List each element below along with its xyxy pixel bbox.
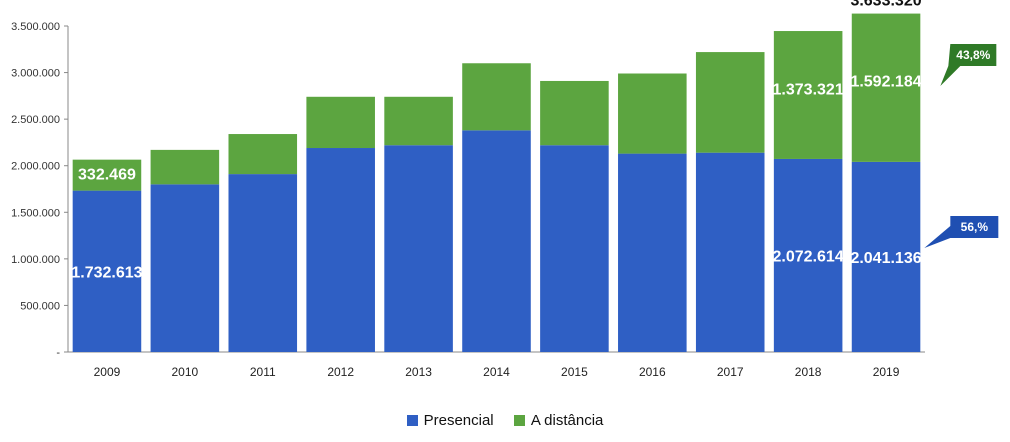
x-tick-label: 2009 xyxy=(94,365,121,379)
bar-a-distancia xyxy=(72,159,142,191)
data-label: 1.592.184 xyxy=(850,73,921,90)
y-tick-label: 1.500.000 xyxy=(11,207,60,219)
data-label: 1.732.613 xyxy=(71,264,142,281)
y-tick-label: 500.000 xyxy=(20,300,60,312)
bar-presencial xyxy=(462,130,531,352)
x-tick-label: 2017 xyxy=(717,365,744,379)
legend-swatch-a-distancia xyxy=(513,415,525,426)
x-tick-label: 2016 xyxy=(639,365,666,379)
legend: Presencial A distância xyxy=(0,412,1010,430)
x-tick-label: 2018 xyxy=(795,365,822,379)
bar-presencial xyxy=(72,190,142,352)
bar-a-distancia xyxy=(773,31,843,159)
bar-presencial xyxy=(228,174,298,352)
data-label: 332.469 xyxy=(78,167,136,184)
total-label: 3.633.320 xyxy=(850,0,921,10)
x-tick-label: 2014 xyxy=(483,365,510,379)
bar-a-distancia xyxy=(618,73,687,154)
bar-a-distancia xyxy=(695,52,765,153)
callout-presencial-bubble xyxy=(924,216,999,248)
bar-presencial xyxy=(384,145,453,352)
bar-a-distancia xyxy=(462,63,531,131)
x-tick-label: 2013 xyxy=(405,365,432,379)
bar-a-distancia xyxy=(384,96,453,146)
bar-a-distancia xyxy=(540,80,609,146)
bar-a-distancia xyxy=(150,149,220,185)
x-tick-label: 2012 xyxy=(327,365,354,379)
callout-a-distancia-bubble xyxy=(940,44,997,86)
data-label: 1.373.321 xyxy=(773,82,844,99)
bar-presencial xyxy=(851,161,921,352)
bar-a-distancia xyxy=(228,134,298,175)
y-tick-label: 3.500.000 xyxy=(11,21,60,33)
y-tick-label: 2.000.000 xyxy=(11,161,60,173)
stacked-bar-chart: - 500.000 1.000.000 1.500.000 2.000.000 2.500… xyxy=(11,0,999,379)
y-tick-label: 1.000.000 xyxy=(11,254,60,266)
x-tick-label: 2011 xyxy=(250,365,276,379)
data-label: 2.072.614 xyxy=(773,248,844,265)
bar-presencial xyxy=(773,158,843,352)
bar-a-distancia xyxy=(306,96,375,149)
legend-item-presencial: Presencial xyxy=(406,412,494,429)
bar-presencial xyxy=(150,184,220,352)
bar-presencial xyxy=(695,152,765,352)
bar-presencial xyxy=(540,145,609,352)
x-tick-label: 2019 xyxy=(873,365,900,379)
legend-item-a-distancia: A distância xyxy=(513,412,604,429)
callout-presencial-label: 56,% xyxy=(961,220,989,234)
bar-a-distancia xyxy=(851,13,921,162)
legend-label-a-distancia: A distância xyxy=(530,412,604,429)
x-tick-label: 2015 xyxy=(561,365,588,379)
bar-presencial xyxy=(618,153,687,352)
y-tick-label: 3.000.000 xyxy=(11,68,60,80)
x-tick-label: 2010 xyxy=(172,365,199,379)
callout-a-distancia-label: 43,8% xyxy=(956,48,990,62)
y-tick-label: 2.500.000 xyxy=(11,114,60,126)
y-tick-label: - xyxy=(56,347,60,359)
legend-label-presencial: Presencial xyxy=(423,412,494,429)
legend-swatch-presencial xyxy=(406,415,418,426)
data-label: 2.041.136 xyxy=(850,250,921,267)
bar-presencial xyxy=(306,148,375,352)
